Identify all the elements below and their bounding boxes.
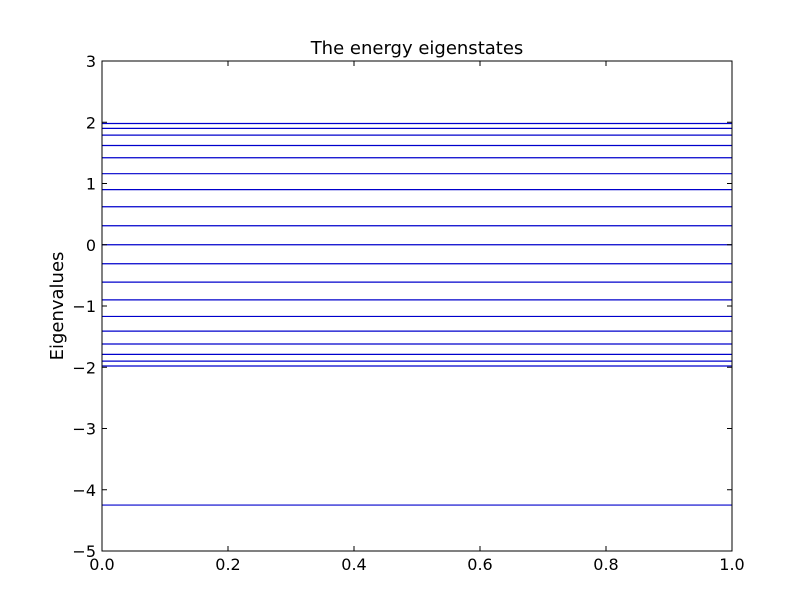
y-tick-label: −1 — [72, 297, 96, 316]
y-tick-label: 1 — [86, 175, 96, 194]
y-tick-label: 2 — [86, 113, 96, 132]
y-tick-label: −3 — [72, 420, 96, 439]
x-tick-label: 0.0 — [89, 555, 114, 574]
axis-ticks: 0.0 0.2 0.4 0.6 0.8 1.0 −5 −4 −3 −2 −1 0 1 2 3 — [72, 52, 744, 574]
chart-title: The energy eigenstates — [310, 38, 524, 59]
x-tick-label: 0.8 — [593, 555, 618, 574]
y-tick-label: 3 — [86, 52, 96, 71]
y-tick-label: −4 — [72, 481, 96, 500]
x-tick-label: 1.0 — [719, 555, 744, 574]
y-axis-label: Eigenvalues — [47, 252, 68, 361]
eigenvalue-levels — [102, 122, 732, 506]
y-tick-label: −2 — [72, 358, 96, 377]
plot-frame — [101, 60, 733, 552]
x-tick-label: 0.6 — [467, 555, 492, 574]
y-tick-label: −5 — [72, 542, 96, 561]
x-tick-label: 0.2 — [215, 555, 240, 574]
x-tick-label: 0.4 — [341, 555, 366, 574]
y-tick-label: 0 — [86, 236, 96, 255]
